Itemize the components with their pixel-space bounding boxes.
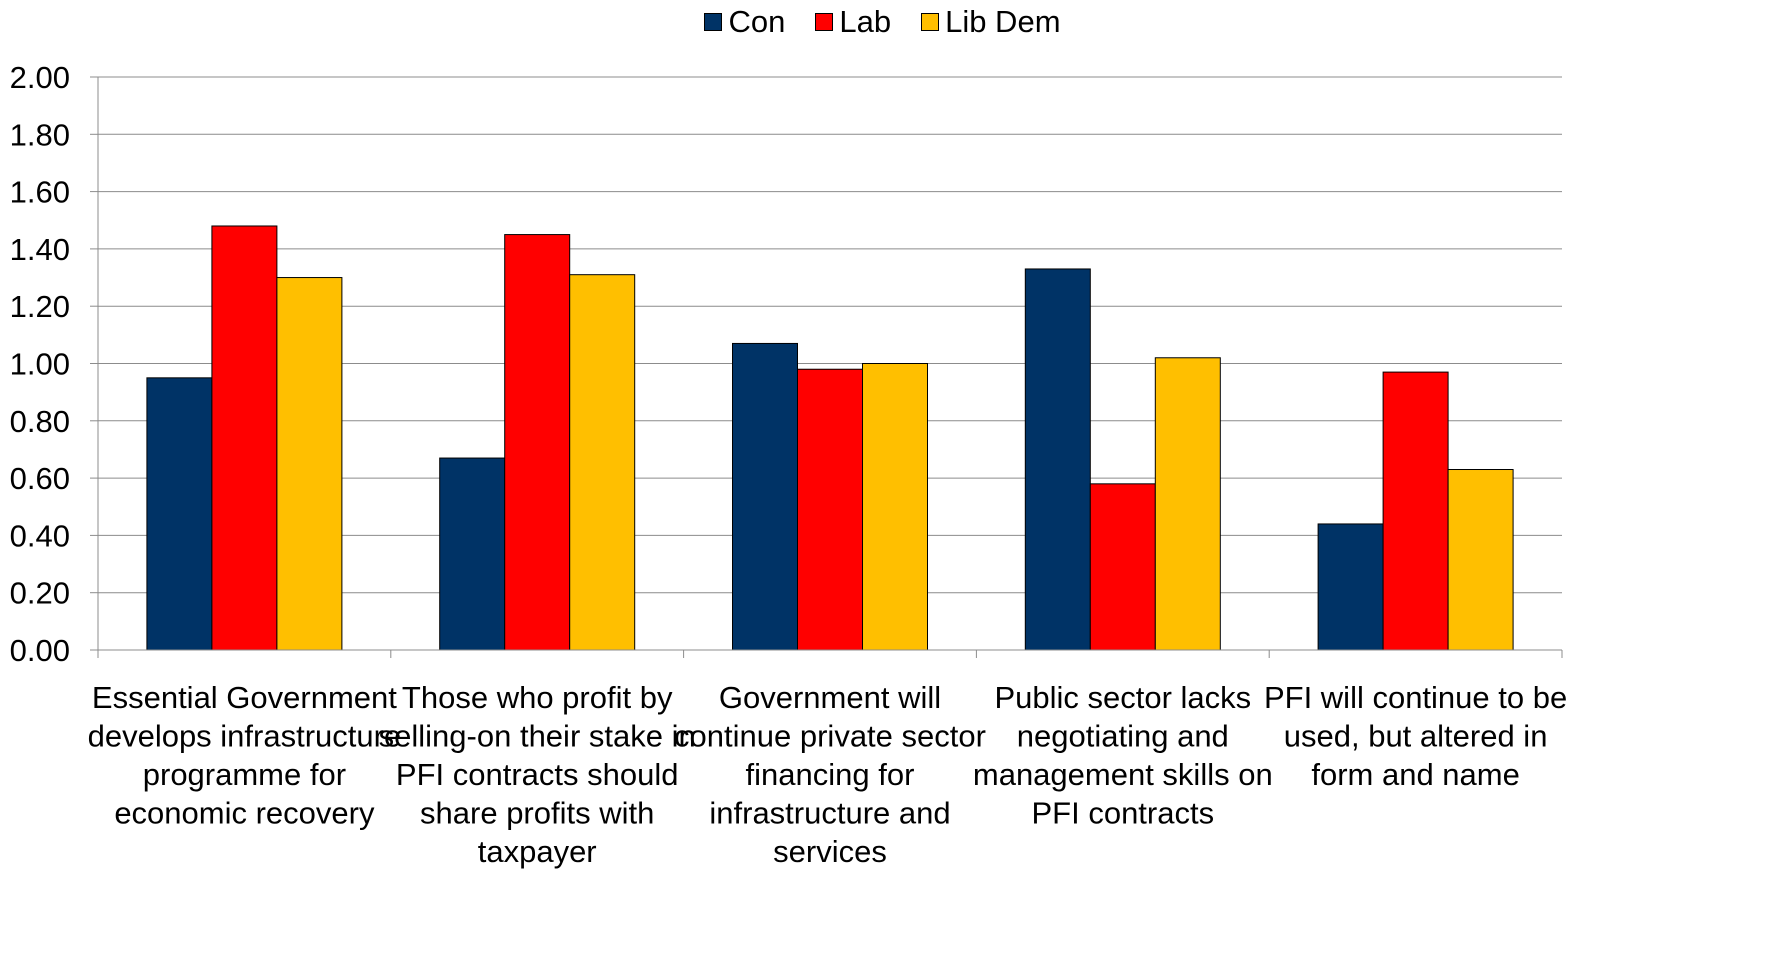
y-tick-label: 0.20: [10, 576, 70, 611]
x-category-label-line: continue private sector: [674, 719, 986, 754]
x-category-label-line: PFI will continue to be: [1264, 680, 1567, 715]
bar-lib-dem: [862, 363, 928, 651]
legend-label-con: Con: [728, 4, 786, 39]
y-tick-label: 0.00: [10, 633, 70, 668]
x-category-label-line: PFI contracts should: [396, 757, 679, 792]
x-category-label-line: Government will: [719, 680, 941, 715]
bars: [146, 225, 1514, 651]
y-tick-label: 1.00: [10, 347, 70, 382]
bar-lib-dem: [1154, 357, 1221, 651]
bar-lab: [504, 234, 571, 651]
bar-lab: [797, 368, 863, 651]
legend-item-lab: Lab: [815, 4, 891, 40]
x-category-label-line: taxpayer: [478, 834, 597, 869]
bar-lab: [1089, 483, 1156, 651]
x-category-label-line: share profits with: [420, 796, 654, 831]
bar-lib-dem: [276, 277, 343, 651]
y-tick-label: 0.80: [10, 404, 70, 439]
x-category-label-line: Public sector lacks: [994, 680, 1251, 715]
y-tick-label: 0.40: [10, 518, 70, 553]
bar-con: [146, 377, 213, 651]
bar-con: [439, 457, 506, 651]
x-category-labels: Essential Government develops infrastruct…: [88, 680, 1568, 869]
x-category-label-line: services: [773, 834, 887, 869]
x-category-label-line: form and name: [1311, 757, 1520, 792]
legend-item-libdem: Lib Dem: [921, 4, 1061, 40]
y-tick-label: 0.60: [10, 461, 70, 496]
y-tick-label: 2.00: [10, 60, 70, 95]
x-category-label-line: develops infrastructure: [88, 719, 402, 754]
x-category-label-line: programme for: [143, 757, 346, 792]
legend-item-con: Con: [704, 4, 785, 40]
x-category-label: Public sector lacks negotiating and manage…: [973, 680, 1273, 831]
x-category-label: Essential Government develops infrastruct…: [88, 680, 402, 831]
legend-label-lab: Lab: [839, 4, 892, 39]
bar-lab: [1382, 371, 1449, 651]
x-category-label-line: economic recovery: [114, 796, 375, 831]
bar-lab: [211, 225, 278, 651]
x-category-label-line: negotiating and: [1017, 719, 1229, 754]
x-category-label-line: Essential Government: [92, 680, 397, 715]
x-category-label-line: infrastructure and: [709, 796, 950, 831]
x-category-label-line: Those who profit by: [402, 680, 673, 715]
x-category-label-line: selling-on their stake in: [379, 719, 696, 754]
x-category-label-line: PFI contracts: [1031, 796, 1214, 831]
axes: [97, 77, 1563, 658]
legend-swatch-libdem: [921, 13, 940, 31]
legend-swatch-con: [704, 13, 723, 31]
legend: Con Lab Lib Dem: [0, 2, 1765, 42]
x-category-label: Those who profit by selling-on their stak…: [379, 680, 696, 869]
legend-swatch-lab: [815, 13, 834, 31]
y-tick-label: 1.60: [10, 175, 70, 210]
bar-lib-dem: [569, 274, 636, 651]
y-tick-label: 1.20: [10, 289, 70, 324]
bar-con: [1317, 523, 1384, 651]
y-tick-label: 1.40: [10, 232, 70, 267]
x-category-label-line: management skills on: [973, 757, 1273, 792]
x-category-label: PFI will continue to be used, but altered…: [1264, 680, 1567, 792]
x-category-label-line: financing for: [746, 757, 915, 792]
x-category-label-line: used, but altered in: [1284, 719, 1548, 754]
y-tick-label: 1.80: [10, 117, 70, 152]
y-tick-labels: 0.00 0.20 0.40 0.60 0.80 1.00 1.20 1.40 1.60 1.80…: [10, 60, 70, 668]
bar-lib-dem: [1447, 469, 1514, 651]
bar-con: [732, 342, 798, 651]
legend-label-libdem: Lib Dem: [945, 4, 1061, 39]
x-category-label: Government will continue private sector fi…: [674, 680, 986, 869]
bar-con: [1024, 268, 1091, 651]
